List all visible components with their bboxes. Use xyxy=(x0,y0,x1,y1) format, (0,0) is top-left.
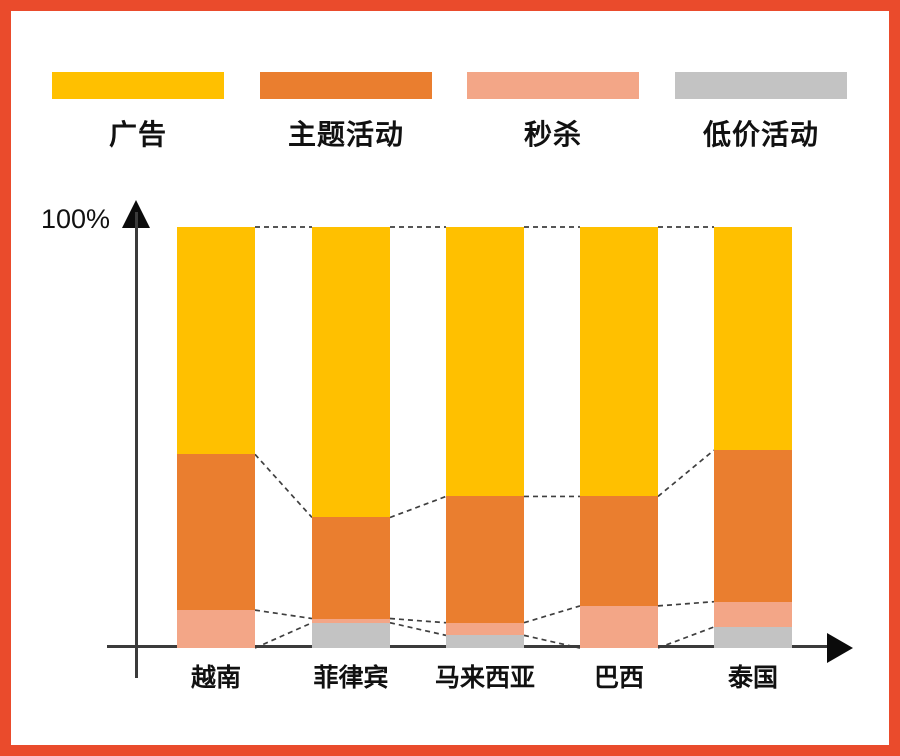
bar-segment-主题活动-巴西 xyxy=(580,496,658,606)
category-label-马来西亚: 马来西亚 xyxy=(434,664,535,692)
bar-菲律宾 xyxy=(312,227,390,648)
y-axis-max-label: 100% xyxy=(40,204,110,234)
bar-segment-低价活动-菲律宾 xyxy=(312,622,390,648)
bar-segment-主题活动-泰国 xyxy=(714,450,792,602)
y-axis-line xyxy=(135,212,138,678)
legend-item-theme-events: 主题活动 xyxy=(260,72,432,153)
category-label-菲律宾: 菲律宾 xyxy=(313,664,389,692)
legend-item-flash-sale: 秒杀 xyxy=(467,72,639,153)
category-label-越南: 越南 xyxy=(190,664,241,692)
bar-segment-秒杀-菲律宾 xyxy=(312,618,390,623)
bar-segment-广告-巴西 xyxy=(580,227,658,497)
bar-segment-广告-越南 xyxy=(177,227,255,455)
bar-segment-秒杀-马来西亚 xyxy=(446,622,524,636)
legend-swatch-orange-icon xyxy=(260,72,432,99)
bar-segment-主题活动-马来西亚 xyxy=(446,496,524,623)
bar-segment-秒杀-泰国 xyxy=(714,601,792,627)
bar-segment-主题活动-越南 xyxy=(177,454,255,611)
connector-line xyxy=(389,617,447,624)
legend-swatch-salmon-icon xyxy=(467,72,639,99)
bar-越南 xyxy=(177,227,255,648)
bar-segment-秒杀-越南 xyxy=(177,610,255,648)
legend-label-low-price-events: 低价活动 xyxy=(702,119,819,150)
bar-巴西 xyxy=(580,227,658,648)
bar-segment-秒杀-巴西 xyxy=(580,605,658,648)
category-label-泰国: 泰国 xyxy=(727,664,778,692)
connector-line xyxy=(657,449,715,498)
bar-segment-低价活动-泰国 xyxy=(714,626,792,648)
bar-segment-主题活动-菲律宾 xyxy=(312,517,390,619)
legend-swatch-yellow-icon xyxy=(52,72,224,99)
bar-segment-广告-泰国 xyxy=(714,227,792,451)
legend-label-ads: 广告 xyxy=(108,119,167,150)
legend-label-theme-events: 主题活动 xyxy=(287,119,404,150)
connector-line xyxy=(254,453,313,519)
bar-segment-低价活动-马来西亚 xyxy=(446,635,524,648)
bar-泰国 xyxy=(714,227,792,648)
legend-label-flash-sale: 秒杀 xyxy=(523,119,582,150)
legend-swatch-gray-icon xyxy=(675,72,847,99)
connector-line xyxy=(254,609,313,620)
category-label-巴西: 巴西 xyxy=(593,664,644,692)
connector-line xyxy=(657,600,715,607)
bar-segment-广告-马来西亚 xyxy=(446,227,524,497)
connector-line xyxy=(389,621,447,637)
legend-item-low-price-events: 低价活动 xyxy=(675,72,847,153)
bar-马来西亚 xyxy=(446,227,524,648)
legend-item-ads: 广告 xyxy=(52,72,224,153)
bar-segment-广告-菲律宾 xyxy=(312,227,390,518)
connector-line xyxy=(389,495,447,519)
connector-line xyxy=(523,605,581,624)
x-axis-arrow-icon xyxy=(827,633,853,663)
